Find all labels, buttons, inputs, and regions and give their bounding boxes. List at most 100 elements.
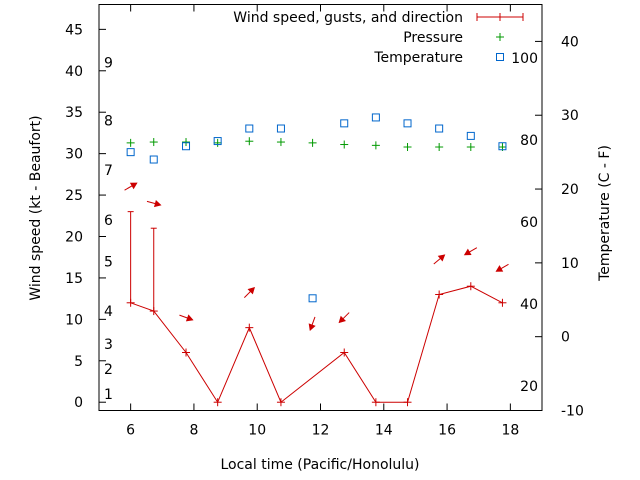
temperature-point	[182, 142, 191, 151]
y-left-tick-label: 0	[74, 395, 83, 411]
y-left-tick-label: 30	[65, 147, 83, 163]
wind-direction-arrow-head	[185, 314, 194, 322]
wind-speed-point	[371, 398, 380, 407]
beaufort-label: 5	[104, 254, 113, 270]
beaufort-label: 2	[104, 362, 113, 378]
fahrenheit-label: 20	[520, 379, 538, 395]
y-right-tick-label: 10	[561, 256, 579, 272]
pressure-point	[126, 138, 135, 147]
tick-labels: 6 8 10 12 14 16 18051015202530354045-100102030…	[65, 22, 584, 438]
x-tick-label: 6	[126, 423, 135, 439]
beaufort-label: 7	[104, 163, 113, 179]
temperature-point	[245, 124, 254, 133]
temperature-point	[276, 124, 285, 133]
pressure-point	[371, 141, 380, 150]
temperature-point	[308, 294, 317, 303]
x-tick-label: 8	[189, 423, 198, 439]
temperature-point	[403, 119, 412, 128]
wind-direction-arrow-head	[308, 323, 316, 332]
fahrenheit-label: 80	[520, 133, 538, 149]
wind-speed-line	[130, 285, 503, 404]
wind-direction-arrow-head	[437, 254, 446, 262]
legend-label: Temperature	[373, 50, 463, 66]
wind-speed-point	[435, 290, 444, 299]
wind-direction-arrow	[495, 263, 509, 272]
wind-direction-arrow-head	[129, 182, 138, 190]
pressure-point	[340, 140, 349, 149]
pressure-point	[276, 138, 285, 147]
y-left-tick-label: 25	[65, 188, 83, 204]
wind-direction-arrow	[433, 254, 446, 265]
y-axis-label-right: Temperature (C - F)	[597, 145, 613, 282]
temperature-point	[498, 142, 507, 151]
temperature-series	[126, 113, 507, 303]
temperature-point	[435, 124, 444, 133]
x-axis-label: Local time (Pacific/Honolulu)	[220, 457, 419, 473]
wind-direction-arrow	[308, 316, 316, 332]
pressure-point	[466, 143, 475, 152]
y-left-tick-label: 20	[65, 230, 83, 246]
y-right-tick-label: 40	[561, 34, 579, 50]
wind-direction-arrow-head	[495, 265, 504, 272]
temperature-point	[149, 155, 158, 164]
legend-pressure-marker	[496, 33, 504, 41]
temperature-point	[371, 113, 380, 122]
y-left-tick-label: 10	[65, 312, 83, 328]
pressure-series	[126, 137, 507, 152]
wind-direction-arrow-head	[247, 286, 255, 295]
y-right-tick-label: -10	[561, 404, 584, 420]
wind-direction-arrow	[244, 286, 255, 298]
wind-series	[124, 182, 509, 407]
temperature-point	[126, 148, 135, 157]
temperature-point	[340, 119, 349, 128]
wind-direction-arrow	[463, 247, 478, 256]
pressure-point	[149, 138, 158, 147]
wind-direction-arrow	[124, 182, 138, 191]
ticks	[99, 4, 542, 411]
legend-wind-marker	[496, 13, 504, 21]
temperature-point	[466, 131, 475, 140]
y-right-tick-label: 0	[561, 330, 570, 346]
wind-speed-point	[182, 348, 191, 357]
beaufort-label: 6	[104, 213, 113, 229]
fahrenheit-label: 100	[511, 51, 538, 67]
y-left-tick-label: 45	[65, 22, 83, 38]
legend-temperature-marker	[496, 53, 504, 61]
pressure-point	[245, 137, 254, 146]
y-right-tick-label: 20	[561, 182, 579, 198]
y-left-tick-label: 15	[65, 271, 83, 287]
wind-direction-arrow	[146, 199, 162, 208]
legend-label: Wind speed, gusts, and direction	[233, 10, 463, 26]
beaufort-label: 1	[104, 387, 113, 403]
legend: Wind speed, gusts, and direction Pressure…	[233, 10, 524, 66]
wind-speed-point	[340, 348, 349, 357]
y-left-tick-label: 40	[65, 64, 83, 80]
y-right-tick-label: 30	[561, 108, 579, 124]
x-tick-label: 14	[375, 423, 393, 439]
y-left-tick-label: 5	[74, 354, 83, 370]
pressure-point	[403, 143, 412, 152]
wind-speed-point	[466, 282, 475, 291]
pressure-point	[308, 138, 317, 147]
x-tick-label: 10	[248, 423, 266, 439]
beaufort-label: 9	[104, 56, 113, 72]
wind-direction-arrow-head	[463, 248, 472, 256]
x-tick-label: 16	[438, 423, 456, 439]
beaufort-label: 4	[104, 304, 113, 320]
x-tick-label: 18	[501, 423, 519, 439]
wind-direction-arrow	[179, 314, 194, 322]
beaufort-label: 8	[104, 114, 113, 130]
y-axis-label-left: Wind speed (kt - Beaufort)	[28, 115, 44, 300]
pressure-point	[435, 143, 444, 152]
x-tick-label: 12	[312, 423, 330, 439]
pressure-point	[182, 138, 191, 147]
wind-speed-point	[403, 398, 412, 407]
wind-speed-point	[245, 323, 254, 332]
temperature-point	[213, 137, 222, 146]
fahrenheit-label: 40	[520, 297, 538, 313]
wind-direction-arrow-head	[338, 315, 346, 324]
wind-speed-point	[276, 398, 285, 407]
wind-speed-point	[498, 298, 507, 307]
wind-direction-arrow-head	[153, 199, 162, 208]
